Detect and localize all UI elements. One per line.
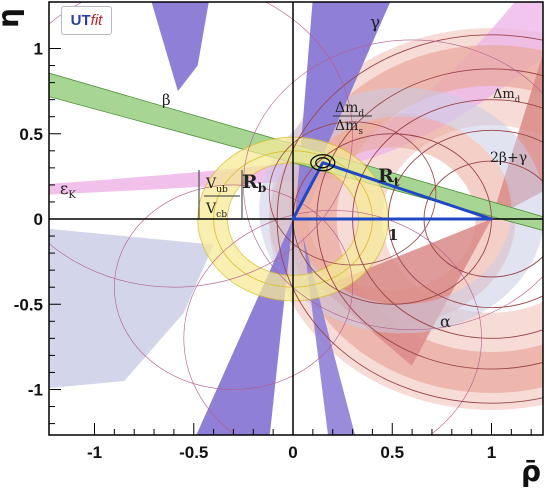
- alpha-band-left: [49, 228, 214, 389]
- x-tick-label: 0.5: [380, 443, 404, 462]
- epsk-label: εK: [60, 179, 76, 201]
- utfit-logo: UTfit: [61, 6, 112, 35]
- x-tick-label: 0: [288, 443, 297, 462]
- y-tick-label: -0.5: [14, 295, 43, 314]
- twobg-wedge-lower: [320, 219, 492, 366]
- thin-curve-0: [49, 2, 353, 288]
- dms-label: Δms: [335, 118, 363, 137]
- y-tick-label: 0: [34, 210, 43, 229]
- y-axis-title: η̄: [0, 8, 25, 28]
- rb-label: Rb: [242, 171, 267, 195]
- apex-contour-outer: [310, 154, 336, 172]
- thin-curve-3: [183, 210, 482, 435]
- x-tick-label: 1: [487, 443, 496, 462]
- beta-label: β: [162, 91, 171, 109]
- unitarity-triangle: [291, 161, 493, 221]
- x-axis-title: ρ̄: [521, 455, 541, 488]
- epsk-band-right: [322, 2, 543, 168]
- twobg-label: 2β+γ: [490, 150, 527, 166]
- apex-contour-inner: [315, 157, 331, 169]
- vub-label: Vub: [205, 176, 228, 195]
- gamma-wedge-upper: [295, 2, 391, 219]
- rt-label: Rt: [378, 165, 400, 189]
- y-tick-label: -1: [28, 381, 43, 400]
- y-tick-label: 0.5: [19, 125, 43, 144]
- thin-curve-2: [114, 184, 353, 390]
- gamma-label: γ: [370, 13, 380, 33]
- alpha-label: α: [440, 312, 451, 331]
- x-tick-label: -1: [87, 443, 102, 462]
- dm-right-label: Δmd: [493, 87, 521, 104]
- gamma-wedge-upper-left: [151, 2, 209, 92]
- x-tick-label: -0.5: [179, 443, 208, 462]
- y-tick-label: 1: [34, 40, 43, 59]
- vcb-label: Vcb: [205, 201, 227, 220]
- rb-circle: [268, 121, 437, 266]
- thin-curve-1: [243, 39, 543, 331]
- dmd-label: Δmd: [335, 100, 364, 119]
- base-one-label: 1: [388, 226, 398, 244]
